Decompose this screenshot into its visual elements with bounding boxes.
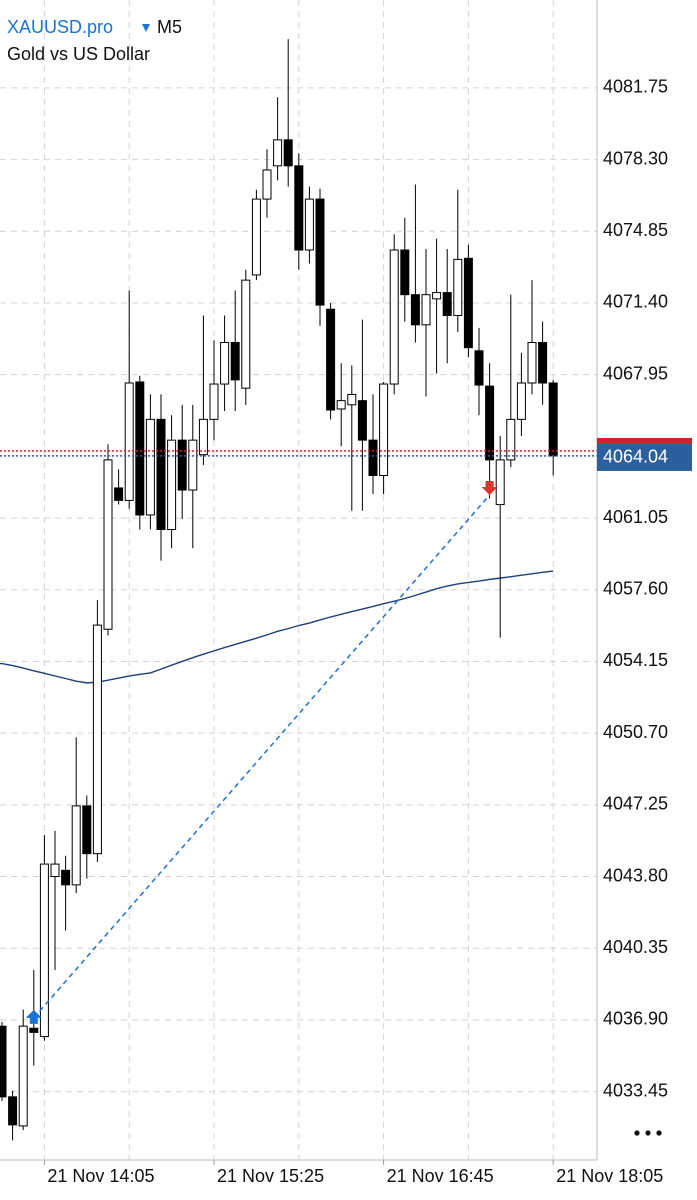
candle-body xyxy=(347,393,357,406)
candle-body xyxy=(326,308,336,411)
trade-line xyxy=(33,494,491,1019)
candle-body xyxy=(220,341,230,385)
candle-body xyxy=(262,169,272,200)
candle-body xyxy=(336,400,346,410)
y-tick-label: 4057.60 xyxy=(603,579,668,599)
candle-body xyxy=(495,459,505,506)
y-tick-label: 4054.15 xyxy=(603,650,668,670)
x-tick-label: 21 Nov 14:05 xyxy=(47,1166,154,1186)
y-tick-label: 4071.40 xyxy=(603,292,668,312)
candle-body xyxy=(506,418,516,461)
candle-body xyxy=(61,869,71,886)
candle-body xyxy=(114,487,124,501)
candle-body xyxy=(103,459,113,630)
y-tick-label: 4040.35 xyxy=(603,937,668,957)
candle-body xyxy=(516,382,526,420)
y-tick-label: 4078.30 xyxy=(603,148,668,168)
axis: 4081.75 4078.30 4074.85 4071.40 4067.95 4061.… xyxy=(43,77,692,1186)
candle-body xyxy=(453,258,463,316)
candle-body xyxy=(18,1025,28,1127)
candle-body xyxy=(71,805,81,886)
candle-body xyxy=(485,385,495,461)
symbol-dropdown[interactable] xyxy=(142,24,150,32)
y-tick-label: 4067.95 xyxy=(603,363,668,383)
candle-body xyxy=(124,382,134,501)
timeframe[interactable]: M5 xyxy=(157,17,182,37)
y-tick-label: 4074.85 xyxy=(603,220,668,240)
candle-body xyxy=(421,294,431,326)
candle-body xyxy=(474,350,484,386)
moving-average xyxy=(0,570,554,684)
candle-body xyxy=(442,292,452,316)
candle-body xyxy=(82,805,92,855)
candle-body xyxy=(315,198,325,306)
bid-label-box xyxy=(597,443,692,471)
candle-body xyxy=(241,279,251,389)
candle-body xyxy=(273,139,283,167)
x-tick-label: 21 Nov 18:05 xyxy=(556,1166,663,1186)
candle-body xyxy=(357,400,367,441)
candle-body xyxy=(548,382,558,457)
candle-body xyxy=(463,257,473,349)
candle-body xyxy=(39,863,49,1038)
candle-body xyxy=(230,341,240,381)
candle-body xyxy=(188,439,198,491)
candle-body xyxy=(527,341,537,384)
x-tick-label: 21 Nov 15:25 xyxy=(217,1166,324,1186)
plot xyxy=(0,39,597,1141)
candle-body xyxy=(135,381,145,516)
candle-body xyxy=(294,165,304,251)
candle-body xyxy=(432,292,442,300)
candle-body xyxy=(167,439,177,531)
candle-body xyxy=(389,249,399,385)
menu-dot xyxy=(656,1130,662,1136)
y-tick-label: 4033.45 xyxy=(603,1080,668,1100)
ask-label-box xyxy=(597,437,692,444)
entry-arrow xyxy=(25,1009,42,1024)
description: Gold vs US Dollar xyxy=(7,44,150,64)
candle-body xyxy=(538,341,548,384)
candle-body xyxy=(92,624,102,855)
candle-body xyxy=(145,418,155,516)
candle-body xyxy=(209,383,219,420)
x-tick-label: 21 Nov 16:45 xyxy=(387,1166,494,1186)
candle-body xyxy=(50,863,60,878)
bid-label: 4064.04 xyxy=(603,447,668,467)
candle-body xyxy=(8,1096,18,1126)
menu-button[interactable] xyxy=(634,1130,662,1136)
candle-body xyxy=(304,198,314,251)
candle-body xyxy=(198,418,208,456)
y-tick-label: 4081.75 xyxy=(603,77,668,97)
candle-body xyxy=(156,418,166,531)
y-tick-label: 4061.05 xyxy=(603,507,668,527)
candle-body xyxy=(400,249,410,296)
exit-arrow xyxy=(481,481,498,496)
candle-body xyxy=(283,139,293,167)
menu-dot xyxy=(634,1130,640,1136)
candle-body xyxy=(29,1027,39,1033)
candle-body xyxy=(0,1025,7,1098)
y-tick-label: 4036.90 xyxy=(603,1009,668,1029)
y-tick-label: 4043.80 xyxy=(603,865,668,885)
y-tick-label: 4050.70 xyxy=(603,722,668,742)
candle-body xyxy=(368,439,378,476)
candle-body xyxy=(410,294,420,326)
y-tick-label: 4047.25 xyxy=(603,794,668,814)
candle-body xyxy=(251,198,261,276)
candle-body xyxy=(177,439,187,491)
menu-dot xyxy=(645,1130,651,1136)
candle-body xyxy=(379,383,389,476)
symbol[interactable]: XAUUSD.pro xyxy=(7,17,113,37)
